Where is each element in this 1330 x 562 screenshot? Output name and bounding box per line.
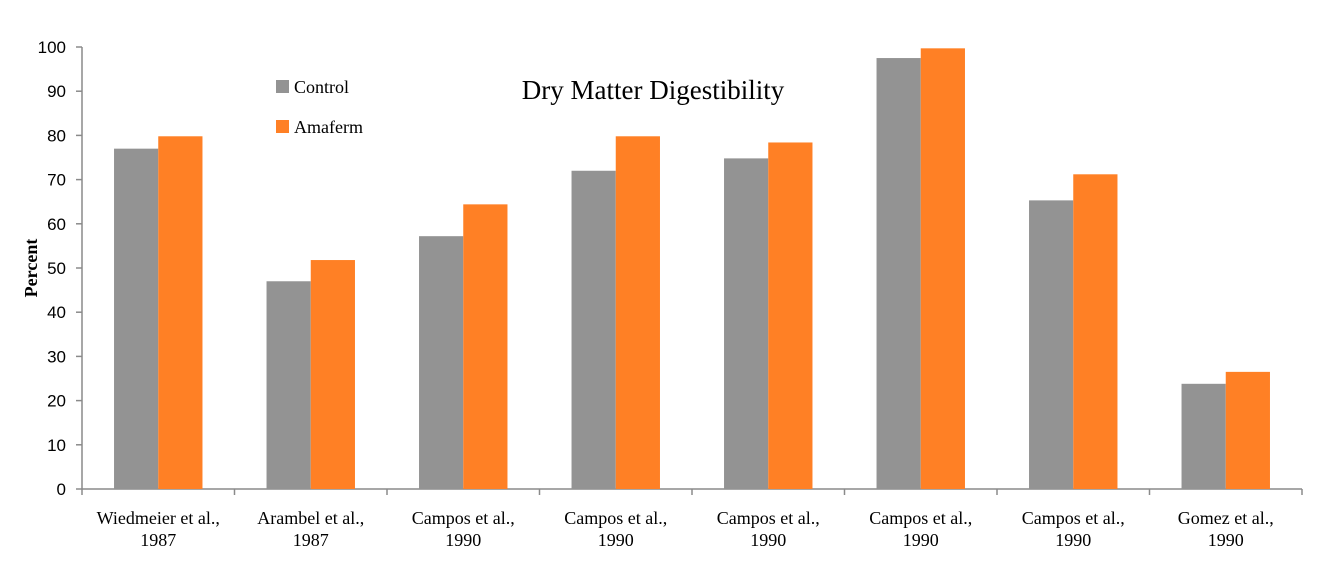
x-tick-label: 1990 (750, 530, 786, 550)
y-tick-label: 60 (47, 215, 66, 234)
x-tick-label: 1990 (903, 530, 939, 550)
y-tick-label: 70 (47, 171, 66, 190)
bar-amaferm-8 (1225, 371, 1270, 489)
x-tick-label: Gomez et al., (1178, 508, 1274, 528)
bar-amaferm-7 (1073, 174, 1118, 489)
legend-swatch-control (276, 80, 289, 93)
legend-swatch-amaferm (276, 120, 289, 133)
x-tick-label: 1987 (293, 530, 329, 550)
legend: Control Amaferm (276, 77, 363, 137)
y-tick-label: 20 (47, 392, 66, 411)
bar-control-7 (1029, 200, 1074, 489)
y-axis: 0 10 20 30 40 50 60 70 80 90 100 (38, 38, 83, 499)
x-tick-label: 1990 (1208, 530, 1244, 550)
x-tick-label: 1990 (1055, 530, 1091, 550)
bar-control-4 (571, 170, 616, 489)
x-tick-label: 1990 (445, 530, 481, 550)
x-axis (81, 488, 1303, 495)
y-tick-label: 40 (47, 303, 66, 322)
y-tick-label: 80 (47, 126, 66, 145)
x-tick-label: Campos et al., (564, 508, 667, 528)
bar-control-6 (876, 58, 921, 490)
legend-label-amaferm: Amaferm (294, 117, 363, 137)
y-tick-label: 10 (47, 436, 66, 455)
bar-amaferm-5 (768, 142, 813, 490)
bar-amaferm-4 (615, 136, 660, 489)
legend-label-control: Control (294, 77, 349, 97)
x-tick-label: Arambel et al., (257, 508, 364, 528)
x-tick-label: Campos et al., (717, 508, 820, 528)
x-tick-label: Campos et al., (869, 508, 972, 528)
x-tick-label: 1987 (140, 530, 176, 550)
bar-amaferm-2 (310, 260, 355, 489)
bar-control-3 (419, 236, 464, 489)
y-tick-label: 0 (57, 480, 66, 499)
y-tick-label: 100 (38, 38, 66, 57)
x-tick-label: 1990 (598, 530, 634, 550)
bar-control-5 (724, 158, 769, 489)
bar-amaferm-6 (920, 48, 965, 490)
x-tick-label: Wiedmeier et al., (97, 508, 220, 528)
bar-control-2 (266, 281, 311, 489)
x-tick-label: Campos et al., (412, 508, 515, 528)
chart-title: Dry Matter Digestibility (522, 75, 785, 105)
y-tick-label: 30 (47, 347, 66, 366)
bars (114, 48, 1270, 490)
bar-amaferm-3 (463, 204, 508, 490)
x-tick-label: Campos et al., (1022, 508, 1125, 528)
bar-control-8 (1181, 383, 1226, 489)
y-axis-label: Percent (21, 239, 41, 298)
y-tick-label: 90 (47, 82, 66, 101)
y-tick-label: 50 (47, 259, 66, 278)
bar-amaferm-1 (158, 136, 203, 489)
bar-control-1 (114, 148, 159, 489)
